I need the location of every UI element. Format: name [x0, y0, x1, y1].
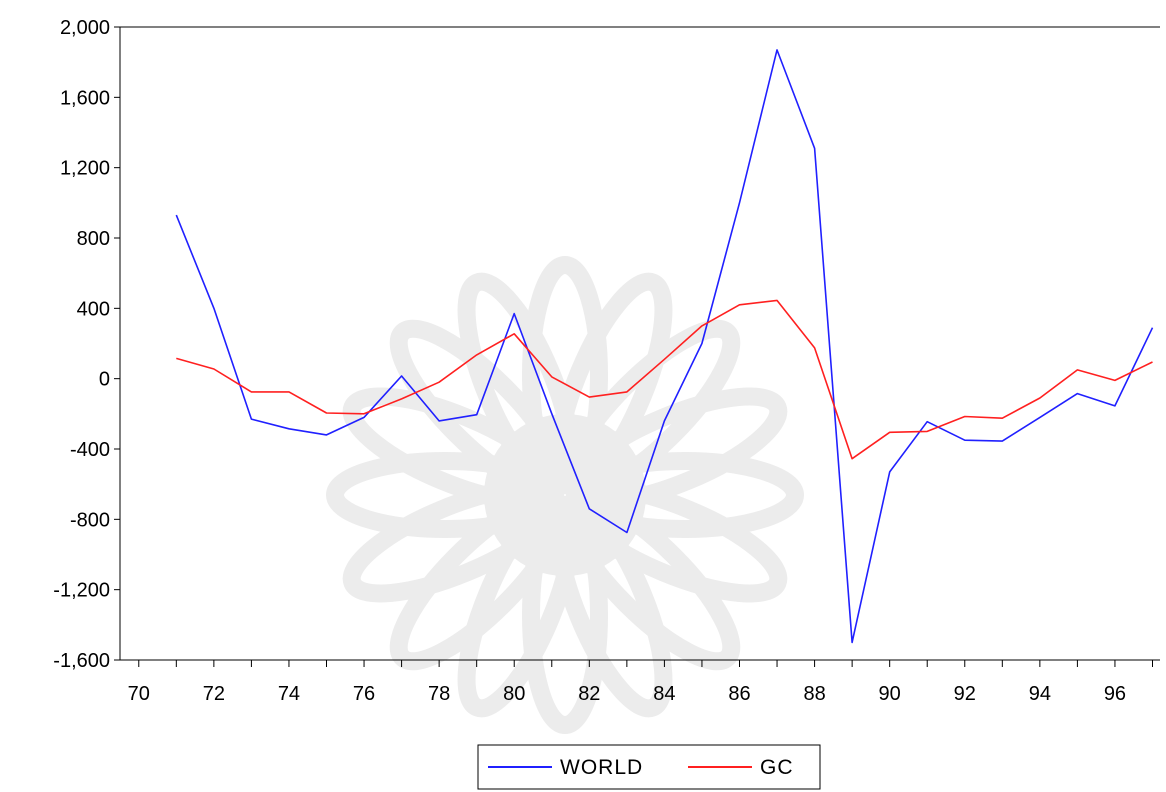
y-tick-label: 1,600: [60, 87, 110, 109]
x-tick-label: 72: [203, 683, 225, 705]
x-tick-label: 86: [728, 683, 750, 705]
watermark-petal: [564, 387, 788, 511]
series-line-gc: [176, 299, 1153, 460]
x-tick-label: 92: [954, 683, 976, 705]
x-tick-label: 70: [128, 683, 150, 705]
x-tick-label: 90: [879, 683, 901, 705]
y-tick-label: 0: [99, 369, 110, 391]
y-tick-label: 2,000: [60, 17, 110, 39]
x-tick-label: 82: [578, 683, 600, 705]
y-tick-label: -1,600: [53, 650, 110, 672]
y-tick-label: -1,200: [53, 580, 110, 602]
x-tick-label: 94: [1029, 683, 1051, 705]
y-tick-label: 400: [77, 298, 110, 320]
watermark: [326, 256, 804, 734]
legend-label-world: WORLD: [560, 756, 643, 779]
series-line-world: [175, 49, 1154, 644]
x-tick-label: 76: [353, 683, 375, 705]
y-tick-label: 1,200: [60, 158, 110, 180]
x-tick-label: 88: [803, 683, 825, 705]
legend: WORLD GC: [477, 744, 821, 790]
plot-area: [119, 26, 1160, 661]
watermark-ring: [484, 414, 646, 576]
y-tick-label: 800: [77, 228, 110, 250]
y-axis-ticks: 2,000 1,600 1,200 800 400 0 -400 -800 -1,200 -1,6…: [53, 17, 120, 672]
x-tick-label: 84: [653, 683, 675, 705]
legend-label-gc: GC: [760, 756, 794, 779]
x-tick-label: 78: [428, 683, 450, 705]
x-axis-ticks: 70 72 74 76 78 80 82 84 86 88 90 92 94 96: [128, 660, 1153, 705]
x-tick-label: 80: [503, 683, 525, 705]
x-tick-label: 96: [1104, 683, 1126, 705]
series-lines: [175, 49, 1154, 644]
x-tick-label: 74: [278, 683, 300, 705]
y-tick-label: -800: [70, 509, 110, 531]
y-tick-label: -400: [70, 439, 110, 461]
